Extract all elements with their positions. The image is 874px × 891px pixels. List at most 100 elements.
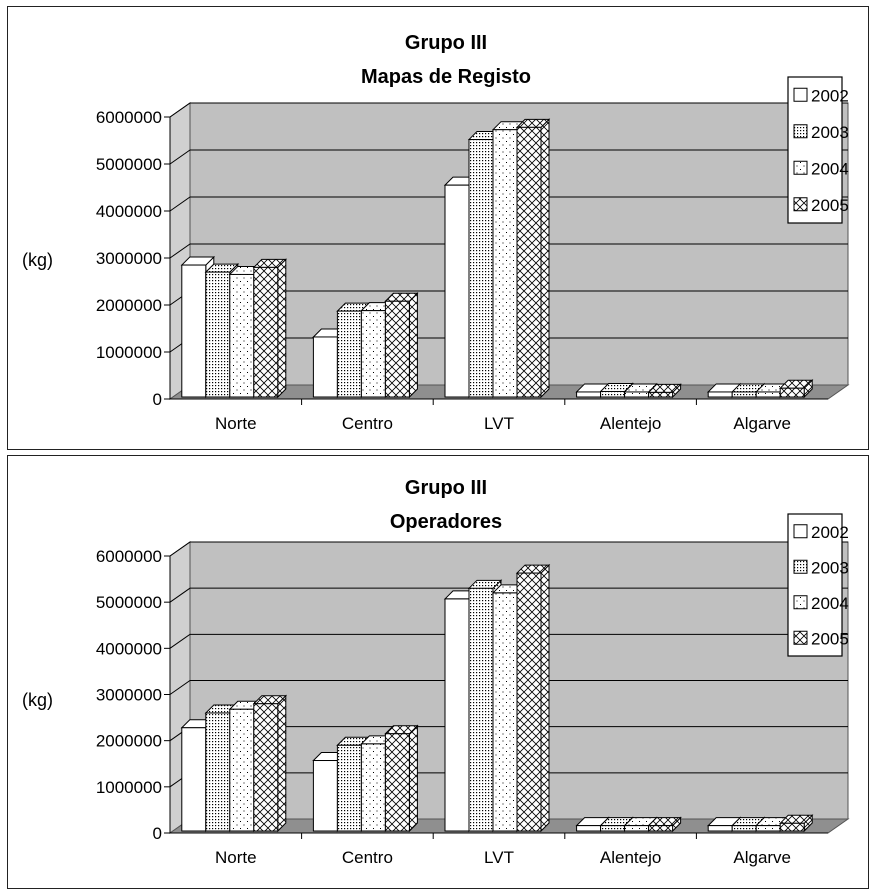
bar-front <box>312 336 338 398</box>
legend-swatch <box>793 595 808 610</box>
bar-front <box>624 391 650 398</box>
x-tick-label: Algarve <box>733 848 791 867</box>
bar-lvt-2005 <box>515 118 551 399</box>
chart-svg-mapas-de-registo: 0 1000000 2000000 3000000 4000000 5000000 6000… <box>22 32 850 433</box>
legend-label: 2004 <box>811 594 849 613</box>
bar-alentejo-2005 <box>647 383 682 399</box>
y-tick-label: 1000000 <box>96 343 162 362</box>
chart-subtitle: Mapas de Registo <box>361 66 531 88</box>
bar-front <box>755 825 781 832</box>
legend: 2002 2003 2004 2005 <box>787 76 849 224</box>
bar-front <box>312 760 338 832</box>
y-tick-label: 0 <box>153 824 162 843</box>
legend-label: 2002 <box>811 86 849 105</box>
gridline <box>169 680 848 695</box>
y-tick-label: 5000000 <box>96 593 162 612</box>
bar-front <box>731 825 757 832</box>
x-tick-label: LVT <box>484 414 514 433</box>
y-tick-label: 3000000 <box>96 686 162 705</box>
chart-title: Grupo III <box>405 32 487 54</box>
y-axis-unit-label: (kg) <box>22 690 53 710</box>
bar-side <box>277 694 287 833</box>
bar-front <box>181 264 207 398</box>
bar-front <box>253 703 279 832</box>
chart-title: Grupo III <box>405 477 487 499</box>
legend-label: 2004 <box>811 159 849 178</box>
bar-front <box>576 391 602 398</box>
bar-side <box>277 258 287 399</box>
legend-label: 2005 <box>811 629 849 648</box>
legend-swatch <box>793 559 808 574</box>
bar-side <box>408 724 418 833</box>
chart-svg-operadores: 0 1000000 2000000 3000000 4000000 5000000 6000… <box>22 477 850 867</box>
bar-algarve-2005 <box>778 378 814 399</box>
bar-front <box>707 825 733 832</box>
x-tick-label: Centro <box>342 414 393 433</box>
bar-lvt-2005 <box>515 563 551 833</box>
bar-front <box>755 391 781 398</box>
bar-front <box>468 587 494 832</box>
x-tick-label: Alentejo <box>600 414 661 433</box>
legend-swatch <box>793 87 808 102</box>
x-tick-label: Norte <box>215 848 257 867</box>
bar-front <box>229 708 255 832</box>
bar-front <box>205 271 231 398</box>
bar-front <box>336 310 362 398</box>
legend-swatch <box>793 124 808 139</box>
bar-front <box>648 391 674 398</box>
y-tick-label: 1000000 <box>96 778 162 797</box>
bar-front <box>384 733 410 832</box>
bar-front <box>516 126 542 398</box>
y-tick-label: 4000000 <box>96 202 162 221</box>
gridline <box>169 243 848 259</box>
legend: 2002 2003 2004 2005 <box>787 513 849 657</box>
legend-label: 2005 <box>811 196 849 215</box>
bar-front <box>600 390 626 398</box>
bar-side <box>540 563 550 833</box>
bar-front <box>253 266 279 398</box>
bar-front <box>731 391 757 398</box>
bar-norte-2005 <box>252 694 288 833</box>
legend-label: 2003 <box>811 558 849 577</box>
gridline <box>169 587 848 603</box>
y-tick-label: 5000000 <box>96 155 162 174</box>
legend-label: 2003 <box>811 123 849 142</box>
bar-front <box>624 825 650 832</box>
chart-subtitle: Operadores <box>390 511 502 533</box>
bar-norte-2005 <box>252 258 288 399</box>
chart-panel-mapas-de-registo: 0 1000000 2000000 3000000 4000000 5000000 6000… <box>7 6 869 450</box>
y-axis-unit-label: (kg) <box>22 250 53 270</box>
bar-front <box>492 129 518 398</box>
x-tick-label: Algarve <box>733 414 791 433</box>
legend-swatch <box>793 630 808 645</box>
bar-front <box>444 184 470 398</box>
bar-alentejo-2005 <box>647 816 682 833</box>
bar-front <box>600 825 626 832</box>
bar-side <box>540 118 550 399</box>
bar-front <box>229 273 255 398</box>
bar-side <box>408 292 418 399</box>
gridline <box>169 149 848 165</box>
legend-swatch <box>793 160 808 175</box>
bar-algarve-2005 <box>778 814 814 833</box>
legend-swatch <box>793 197 808 212</box>
bar-front <box>468 139 494 398</box>
bar-front <box>181 727 207 832</box>
y-tick-label: 6000000 <box>96 108 162 127</box>
bar-front <box>516 572 542 832</box>
y-tick-label: 4000000 <box>96 639 162 658</box>
gridline <box>169 633 848 649</box>
y-tick-label: 2000000 <box>96 732 162 751</box>
bar-centro-2005 <box>384 292 419 399</box>
y-tick-label: 3000000 <box>96 249 162 268</box>
gridline <box>169 541 848 557</box>
bar-front <box>384 300 410 398</box>
x-tick-label: Alentejo <box>600 848 661 867</box>
gridline <box>169 102 848 118</box>
x-tick-label: LVT <box>484 848 514 867</box>
bar-front <box>492 592 518 832</box>
x-tick-label: Norte <box>215 414 257 433</box>
bar-front <box>779 822 805 832</box>
y-tick-label: 0 <box>153 390 162 409</box>
chart-panel-operadores: 0 1000000 2000000 3000000 4000000 5000000 6000… <box>7 455 869 889</box>
